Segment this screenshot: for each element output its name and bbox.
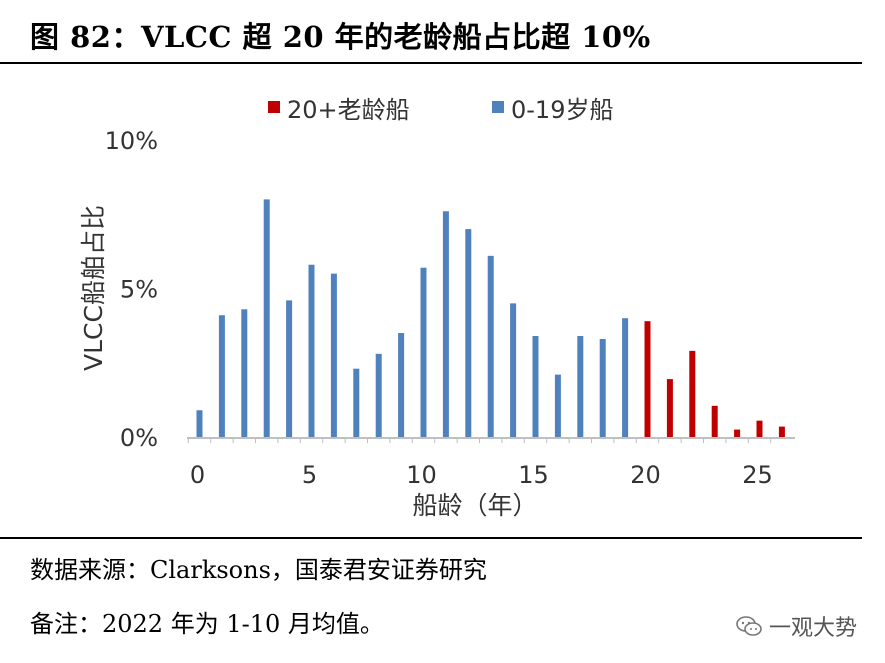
x-tick-label: 15 [518,461,549,489]
x-tick-label: 20 [630,461,661,489]
bar-young [218,315,225,437]
x-tick-label: 0 [190,461,205,489]
x-tick-label: 10 [406,461,437,489]
legend-swatch-young [492,101,504,113]
bar-old [734,429,741,437]
x-axis-label: 船龄（年） [412,491,537,520]
bar-young [353,368,360,437]
bar-young [330,273,337,437]
bar-old [644,321,651,437]
legend-label-young: 0-19岁船 [511,96,613,124]
bar-young [599,338,606,437]
bar-young [398,333,405,437]
bar-young [442,211,449,437]
y-axis-label: VLCC船舶占比 [79,205,108,371]
bar-old [711,405,718,437]
x-tick-label: 25 [742,461,773,489]
y-tick-label: 10% [105,127,158,155]
bar-young [465,229,472,437]
bar-chart: 20+老龄船 0-19岁船 0% 5% 10% 0 5 10 15 20 25 船龄（年） V… [79,96,795,520]
x-tick-label: 5 [302,461,317,489]
bar-young [487,255,494,437]
top-rule [0,62,862,64]
bar-young [577,336,584,437]
source-note: 数据来源：Clarksons，国泰君安证券研究 [30,556,487,584]
bar-young [308,264,315,437]
y-tick-label: 0% [120,424,158,452]
y-tick-label: 5% [120,276,158,304]
bar-young [622,318,629,437]
bars [196,199,785,437]
legend: 20+老龄船 0-19岁船 [268,96,613,124]
bar-young [510,303,517,437]
bar-old [666,379,673,437]
figure-title: 图 82：VLCC 超 20 年的老龄船占比超 10% [30,20,651,54]
watermark-text: 一观大势 [768,616,857,641]
bar-young [375,353,382,437]
x-axis-ticks: 0 5 10 15 20 25 [187,438,773,489]
bar-young [196,410,203,437]
bar-young [532,336,539,437]
bar-young [554,374,561,437]
bottom-rule [0,537,862,539]
bar-young [241,309,248,437]
watermark: 一观大势 [735,610,857,642]
memo-note: 备注：2022 年为 1-10 月均值。 [30,610,384,638]
bar-young [263,199,270,437]
wechat-icon [736,616,762,636]
bar-old [689,350,696,437]
bar-young [420,267,427,437]
legend-swatch-old [268,101,280,113]
bar-old [756,420,763,437]
bar-young [286,300,293,437]
legend-label-old: 20+老龄船 [287,96,410,124]
y-axis-ticks: 0% 5% 10% [105,127,158,452]
bar-old [778,426,785,437]
